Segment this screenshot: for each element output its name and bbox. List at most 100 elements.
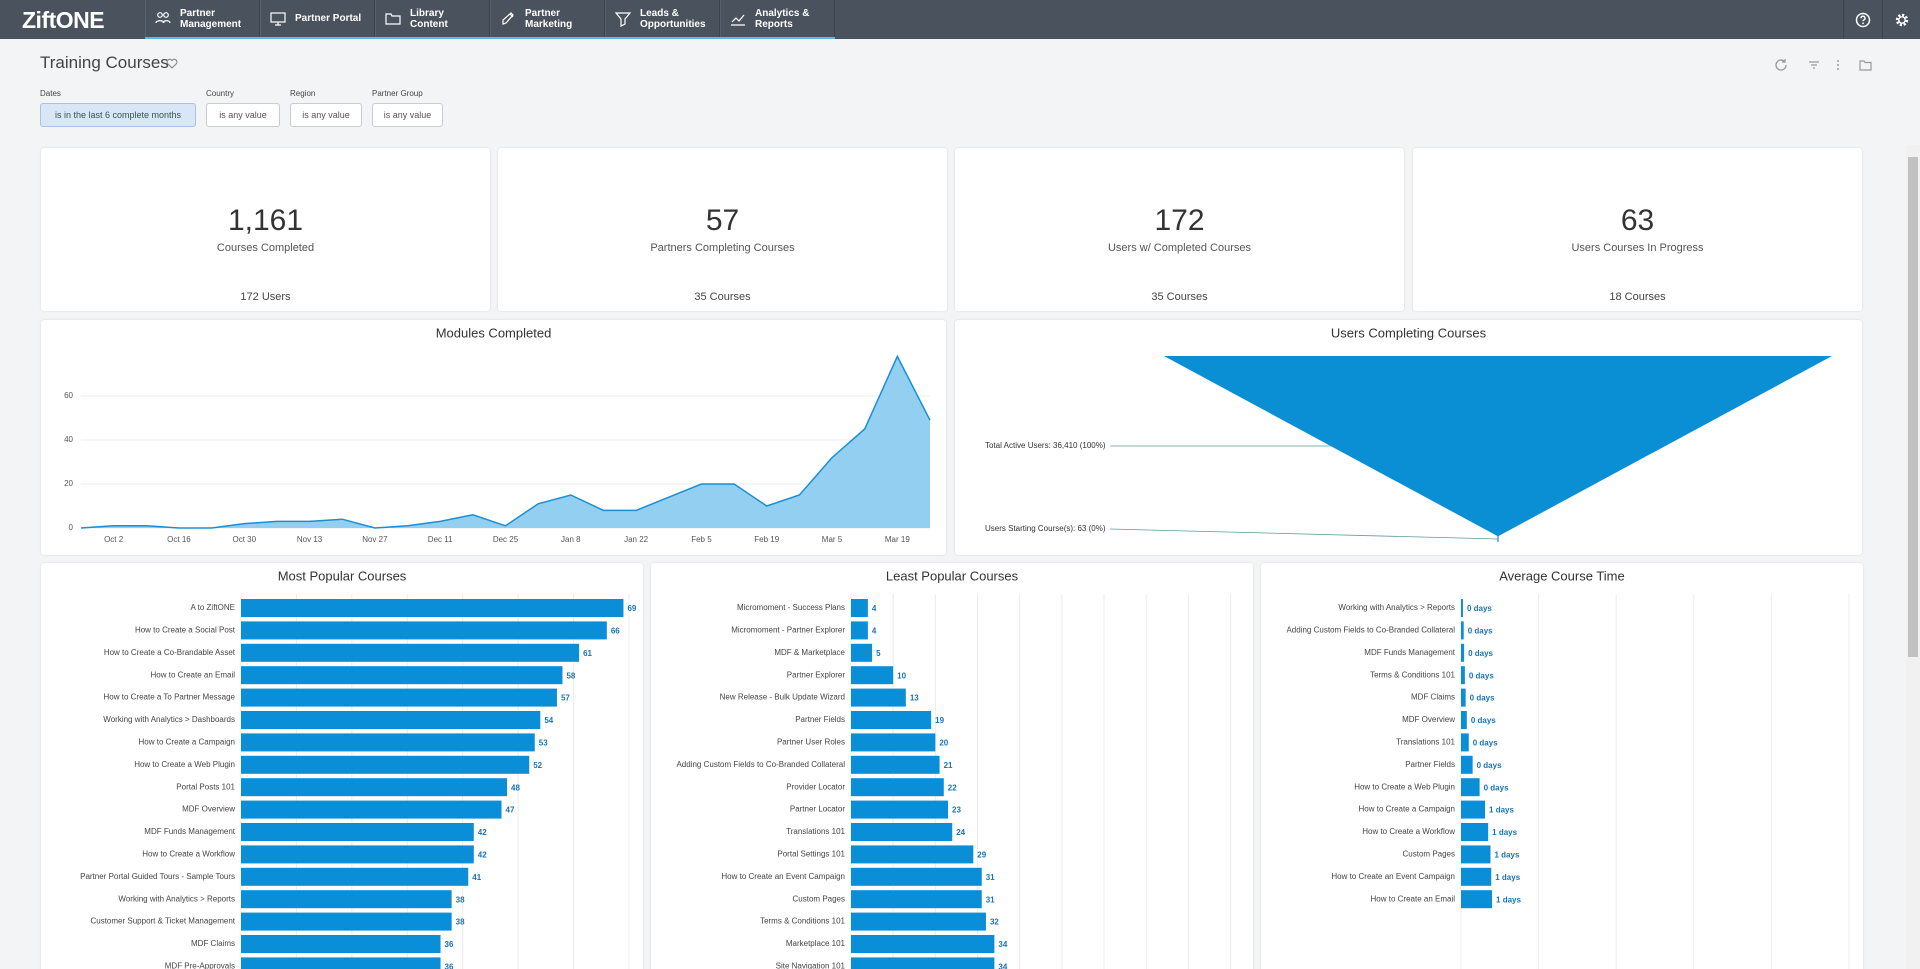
kpi-card: 63 Users Courses In Progress 18 Courses: [1413, 148, 1862, 311]
data-label: 0 days: [1473, 739, 1498, 748]
bar: [241, 755, 530, 774]
x-tick-label: Nov 13: [297, 535, 323, 544]
nav-label: Analytics & Reports: [755, 7, 810, 30]
chart-title: Most Popular Courses: [278, 568, 407, 583]
filter-value[interactable]: is in the last 6 complete months: [40, 103, 196, 127]
bar: [1461, 733, 1469, 752]
y-tick-label: MDF Overview: [1402, 715, 1455, 724]
y-tick-label: MDF Funds Management: [1364, 648, 1455, 657]
y-tick-label: Micromoment - Partner Explorer: [731, 626, 845, 635]
x-tick-label: Feb 19: [754, 535, 779, 544]
y-tick-label: 0: [69, 523, 74, 532]
funnel-label: Users Starting Course(s): 63 (0%): [985, 524, 1106, 533]
area-line: [80, 354, 931, 529]
nav-item[interactable]: Partner Portal: [260, 0, 375, 37]
data-label: 32: [990, 918, 999, 927]
nav-menu: Partner Management Partner Portal Library …: [145, 0, 835, 39]
nav-item[interactable]: Partner Management: [145, 0, 260, 37]
kpi-label: Users w/ Completed Courses: [1107, 242, 1252, 254]
y-tick-label: Site Navigation 101: [776, 962, 846, 969]
bar: [1461, 800, 1486, 819]
settings-button[interactable]: [1882, 0, 1920, 39]
y-tick-label: How to Create an Email: [151, 670, 236, 679]
y-tick-label: Adding Custom Fields to Co-Branded Colla…: [676, 760, 845, 769]
bar: [851, 867, 982, 886]
kpi-label: Courses Completed: [216, 242, 315, 254]
chart: Most Popular Courses A to ZiftONE 69 How to…: [80, 568, 637, 969]
y-tick-label: 60: [64, 391, 73, 400]
x-tick-label: Oct 16: [167, 535, 191, 544]
y-tick-label: Partner Fields: [1405, 760, 1455, 769]
filter-value[interactable]: is any value: [206, 103, 280, 127]
chart-title: Least Popular Courses: [886, 568, 1019, 583]
bar: [241, 666, 563, 685]
bar: [1461, 599, 1463, 617]
data-label: 34: [998, 940, 1007, 949]
bar: [851, 711, 932, 729]
data-label: 47: [506, 806, 515, 815]
x-tick-label: Jan 22: [624, 535, 649, 544]
filter-value[interactable]: is any value: [372, 103, 443, 127]
y-tick-label: How to Create a Workflow: [1362, 827, 1455, 836]
data-label: 61: [583, 649, 592, 658]
bar: [241, 643, 580, 662]
nav-icon: [502, 11, 514, 25]
data-label: 38: [456, 895, 465, 904]
nav-item[interactable]: Analytics & Reports: [720, 0, 835, 37]
bar: [241, 688, 557, 707]
data-label: 1 days: [1494, 851, 1519, 860]
bar: [241, 890, 452, 909]
nav-item[interactable]: Leads & Opportunities: [605, 0, 720, 37]
bar: [851, 643, 873, 662]
y-tick-label: Marketplace 101: [786, 939, 846, 948]
bar: [851, 755, 940, 774]
bar: [241, 823, 474, 841]
scrollbar-thumb[interactable]: [1908, 157, 1918, 657]
y-tick-label: Partner Explorer: [787, 670, 846, 679]
funnel-stage: [1164, 356, 1832, 536]
nav-label: Library Content: [410, 7, 448, 30]
favorite-icon[interactable]: [166, 58, 178, 69]
chart-card: Users Completing Courses Total Active Use…: [955, 320, 1862, 555]
data-label: 57: [561, 694, 570, 703]
data-label: 66: [611, 627, 620, 636]
chart: Least Popular Courses Micromoment - Succe…: [676, 568, 1232, 969]
filter-value[interactable]: is any value: [290, 103, 362, 127]
dashboard-tools[interactable]: [1772, 57, 1872, 73]
kpi-card: 57 Partners Completing Courses 35 Courses: [498, 148, 947, 311]
data-label: 36: [445, 940, 454, 949]
y-tick-label: How to Create an Email: [1371, 894, 1456, 903]
filter-label: Partner Group: [372, 89, 423, 98]
data-label: 41: [472, 873, 481, 882]
bar: [241, 733, 535, 752]
nav-label: Leads & Opportunities: [640, 7, 706, 30]
bar: [851, 845, 974, 864]
nav-item[interactable]: Partner Marketing: [490, 0, 605, 37]
filter-label: Region: [290, 89, 316, 98]
y-tick-label: Working with Analytics > Reports: [1338, 603, 1455, 612]
bar: [1461, 621, 1464, 640]
logo[interactable]: ZiftONE: [22, 7, 105, 33]
data-label: 38: [456, 918, 465, 927]
y-tick-label: MDF Claims: [1411, 693, 1455, 702]
filter-label: Dates: [40, 89, 61, 98]
nav-icon: [731, 14, 745, 26]
nav-label: Partner Management: [180, 7, 242, 30]
data-label: 22: [948, 783, 957, 792]
kpi-label: Users Courses In Progress: [1571, 242, 1704, 254]
y-tick-label: How to Create a To Partner Message: [104, 693, 236, 702]
chart: Users Completing Courses Total Active Use…: [985, 325, 1832, 542]
data-label: 0 days: [1484, 783, 1509, 792]
data-label: 42: [478, 828, 487, 837]
y-tick-label: Partner Locator: [790, 805, 845, 814]
data-label: 54: [544, 716, 553, 725]
kpi-footer: 35 Courses: [694, 291, 751, 303]
data-label: 19: [935, 716, 944, 725]
help-button[interactable]: [1843, 0, 1882, 39]
nav-item[interactable]: Library Content: [375, 0, 490, 37]
bar: [1461, 755, 1473, 774]
y-tick-label: How to Create a Campaign: [1359, 805, 1456, 814]
bar: [241, 599, 624, 617]
y-tick-label: Micromoment - Success Plans: [737, 603, 845, 612]
